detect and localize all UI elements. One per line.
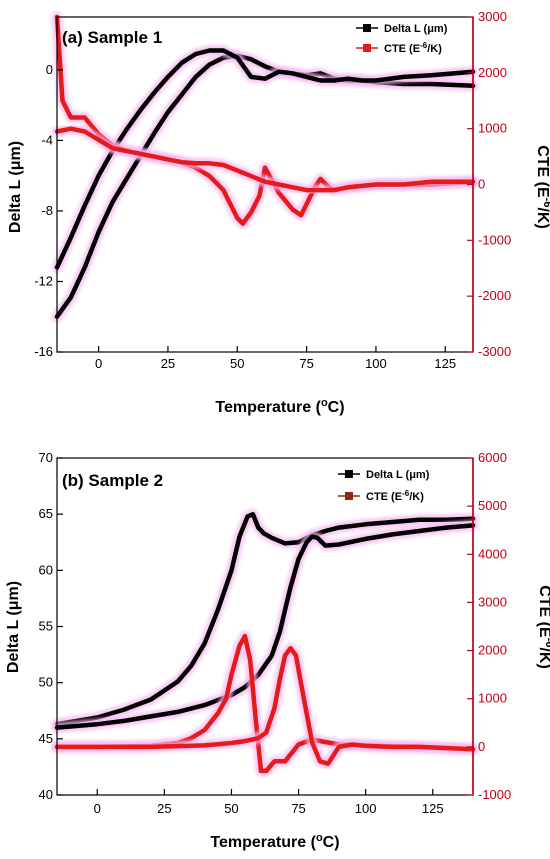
legend-marker-delta-l-b: [345, 470, 353, 478]
x-tick-label: 125: [434, 356, 456, 371]
y-right-tick-label: 2000: [478, 65, 507, 80]
y-left-tick-label: 50: [39, 675, 53, 690]
y-right-tick-label: -3000: [478, 344, 511, 359]
panel-b-x-axis-title: Temperature (oC): [210, 832, 339, 851]
x-tick-label: 75: [291, 801, 305, 816]
y-right-tick-label: -2000: [478, 288, 511, 303]
series-glow: [51, 508, 479, 730]
panel-a-legend: Delta L (μm) CTE (E-6/K): [356, 23, 448, 55]
panel-a: 0 25 50 75 100 125 -16 -12 -8 -4 0 -3000 -2000 -1000 0…: [7, 9, 550, 416]
y-left-tick-label: 40: [39, 787, 53, 802]
y-left-tick-label: 55: [39, 619, 53, 634]
y-left-tick-label: 0: [46, 62, 53, 77]
delta-l-line-1: [54, 523, 476, 730]
legend-label-cte-b: CTE (E-6/K): [366, 489, 424, 503]
panel-b-axes: 0 25 50 75 100 125 40 45 50 55 60 65 70 -1000 0 1000 200…: [39, 450, 512, 816]
panel-a-series: [51, 11, 479, 323]
cte-line-3: [54, 126, 476, 193]
delta-l-line-0: [54, 511, 476, 727]
panel-a-x-axis-title: Temperature (oC): [215, 397, 344, 416]
x-tick-label: 0: [94, 801, 101, 816]
legend-marker-cte: [363, 44, 371, 52]
y-left-tick-label: -8: [41, 203, 53, 218]
y-right-tick-label: -1000: [478, 787, 511, 802]
y-left-tick-label: -4: [41, 132, 53, 147]
x-tick-label: 75: [299, 356, 313, 371]
series-glow: [51, 519, 479, 734]
panel-b-series: [51, 508, 479, 777]
y-right-tick-label: 3000: [478, 9, 507, 24]
panel-a-y-right-title: CTE (E-6/K): [534, 145, 550, 229]
y-left-tick-label: 65: [39, 506, 53, 521]
y-left-tick-label: -12: [34, 273, 53, 288]
x-tick-label: 100: [365, 356, 387, 371]
y-left-tick-label: 70: [39, 450, 53, 465]
legend-marker-delta-l: [363, 24, 371, 32]
y-right-tick-label: 1000: [478, 121, 507, 136]
y-right-tick-label: 0: [478, 739, 485, 754]
x-tick-label: 25: [161, 356, 175, 371]
legend-label-cte: CTE (E-6/K): [384, 41, 442, 55]
panel-b: 0 25 50 75 100 125 40 45 50 55 60 65 70 -1000 0 1000 200…: [5, 450, 550, 851]
y-right-tick-label: 1000: [478, 691, 507, 706]
cte-line-3: [54, 645, 476, 766]
x-tick-label: 0: [95, 356, 102, 371]
x-tick-label: 50: [230, 356, 244, 371]
panel-b-legend: Delta L (μm) CTE (E-6/K): [338, 469, 430, 503]
legend-marker-cte-b: [345, 492, 353, 500]
y-right-tick-label: 3000: [478, 594, 507, 609]
x-tick-label: 50: [224, 801, 238, 816]
x-tick-label: 125: [422, 801, 444, 816]
y-right-tick-label: 0: [478, 177, 485, 192]
x-tick-label: 25: [157, 801, 171, 816]
y-right-tick-label: 6000: [478, 450, 507, 465]
panel-b-y-left-title: Delta L (μm): [5, 581, 22, 673]
y-left-tick-label: 60: [39, 562, 53, 577]
panel-b-y-right-title: CTE (E-6/K): [536, 585, 550, 669]
y-left-tick-label: -16: [34, 344, 53, 359]
y-right-tick-label: 5000: [478, 498, 507, 513]
legend-label-delta-l: Delta L (μm): [384, 23, 448, 35]
panel-a-axes: 0 25 50 75 100 125 -16 -12 -8 -4 0 -3000 -2000 -1000 0…: [34, 9, 511, 371]
panel-b-label: (b) Sample 2: [62, 471, 163, 490]
y-right-tick-label: -1000: [478, 232, 511, 247]
y-right-tick-label: 2000: [478, 643, 507, 658]
x-tick-label: 100: [355, 801, 377, 816]
y-left-tick-label: 45: [39, 731, 53, 746]
panel-a-y-left-title: Delta L (μm): [7, 141, 24, 233]
panel-a-label: (a) Sample 1: [62, 28, 162, 47]
legend-label-delta-l-b: Delta L (μm): [366, 469, 430, 481]
y-right-tick-label: 4000: [478, 546, 507, 561]
